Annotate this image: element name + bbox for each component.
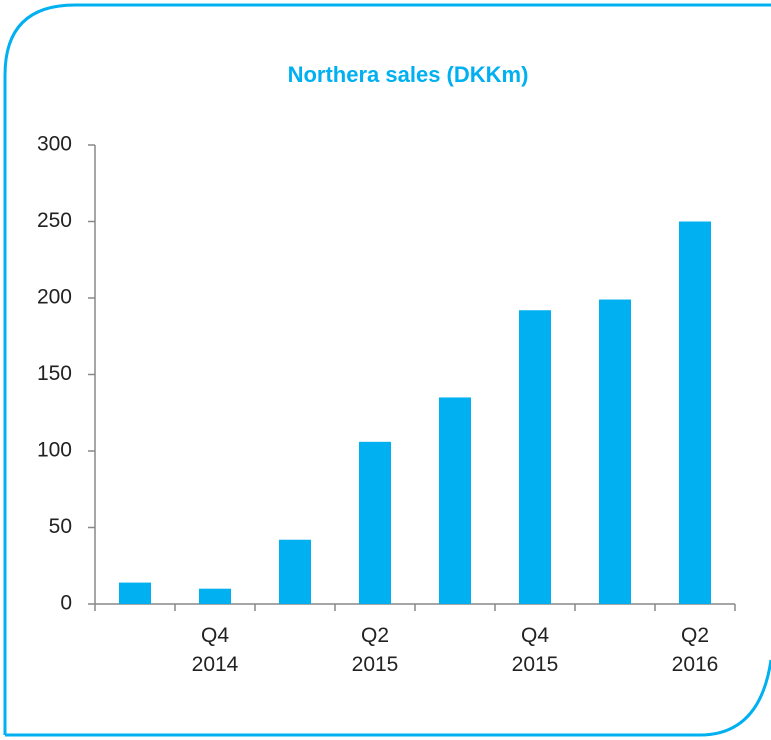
y-tick-label: 150 bbox=[37, 362, 72, 385]
frame bbox=[3, 3, 771, 737]
y-tick-label: 200 bbox=[37, 286, 72, 309]
bar bbox=[599, 299, 631, 604]
bar bbox=[279, 539, 311, 604]
y-tick-label: 250 bbox=[37, 209, 72, 232]
y-tick-label: 300 bbox=[37, 133, 72, 156]
bar bbox=[679, 221, 711, 604]
y-tick-label: 0 bbox=[60, 592, 72, 615]
bar bbox=[359, 441, 391, 604]
bar bbox=[119, 582, 151, 604]
chart-title: Northera sales (DKKm) bbox=[288, 62, 529, 87]
x-tick-label: Q2 2015 bbox=[351, 624, 399, 676]
bar bbox=[439, 397, 471, 604]
x-tick-label: Q4 2015 bbox=[511, 624, 559, 676]
y-tick-label: 100 bbox=[37, 439, 72, 462]
x-tick-label: Q4 2014 bbox=[191, 624, 239, 676]
x-tick-label: Q2 2016 bbox=[671, 624, 719, 676]
bar bbox=[519, 310, 551, 604]
y-tick-label: 50 bbox=[49, 515, 72, 538]
bar bbox=[199, 588, 231, 604]
